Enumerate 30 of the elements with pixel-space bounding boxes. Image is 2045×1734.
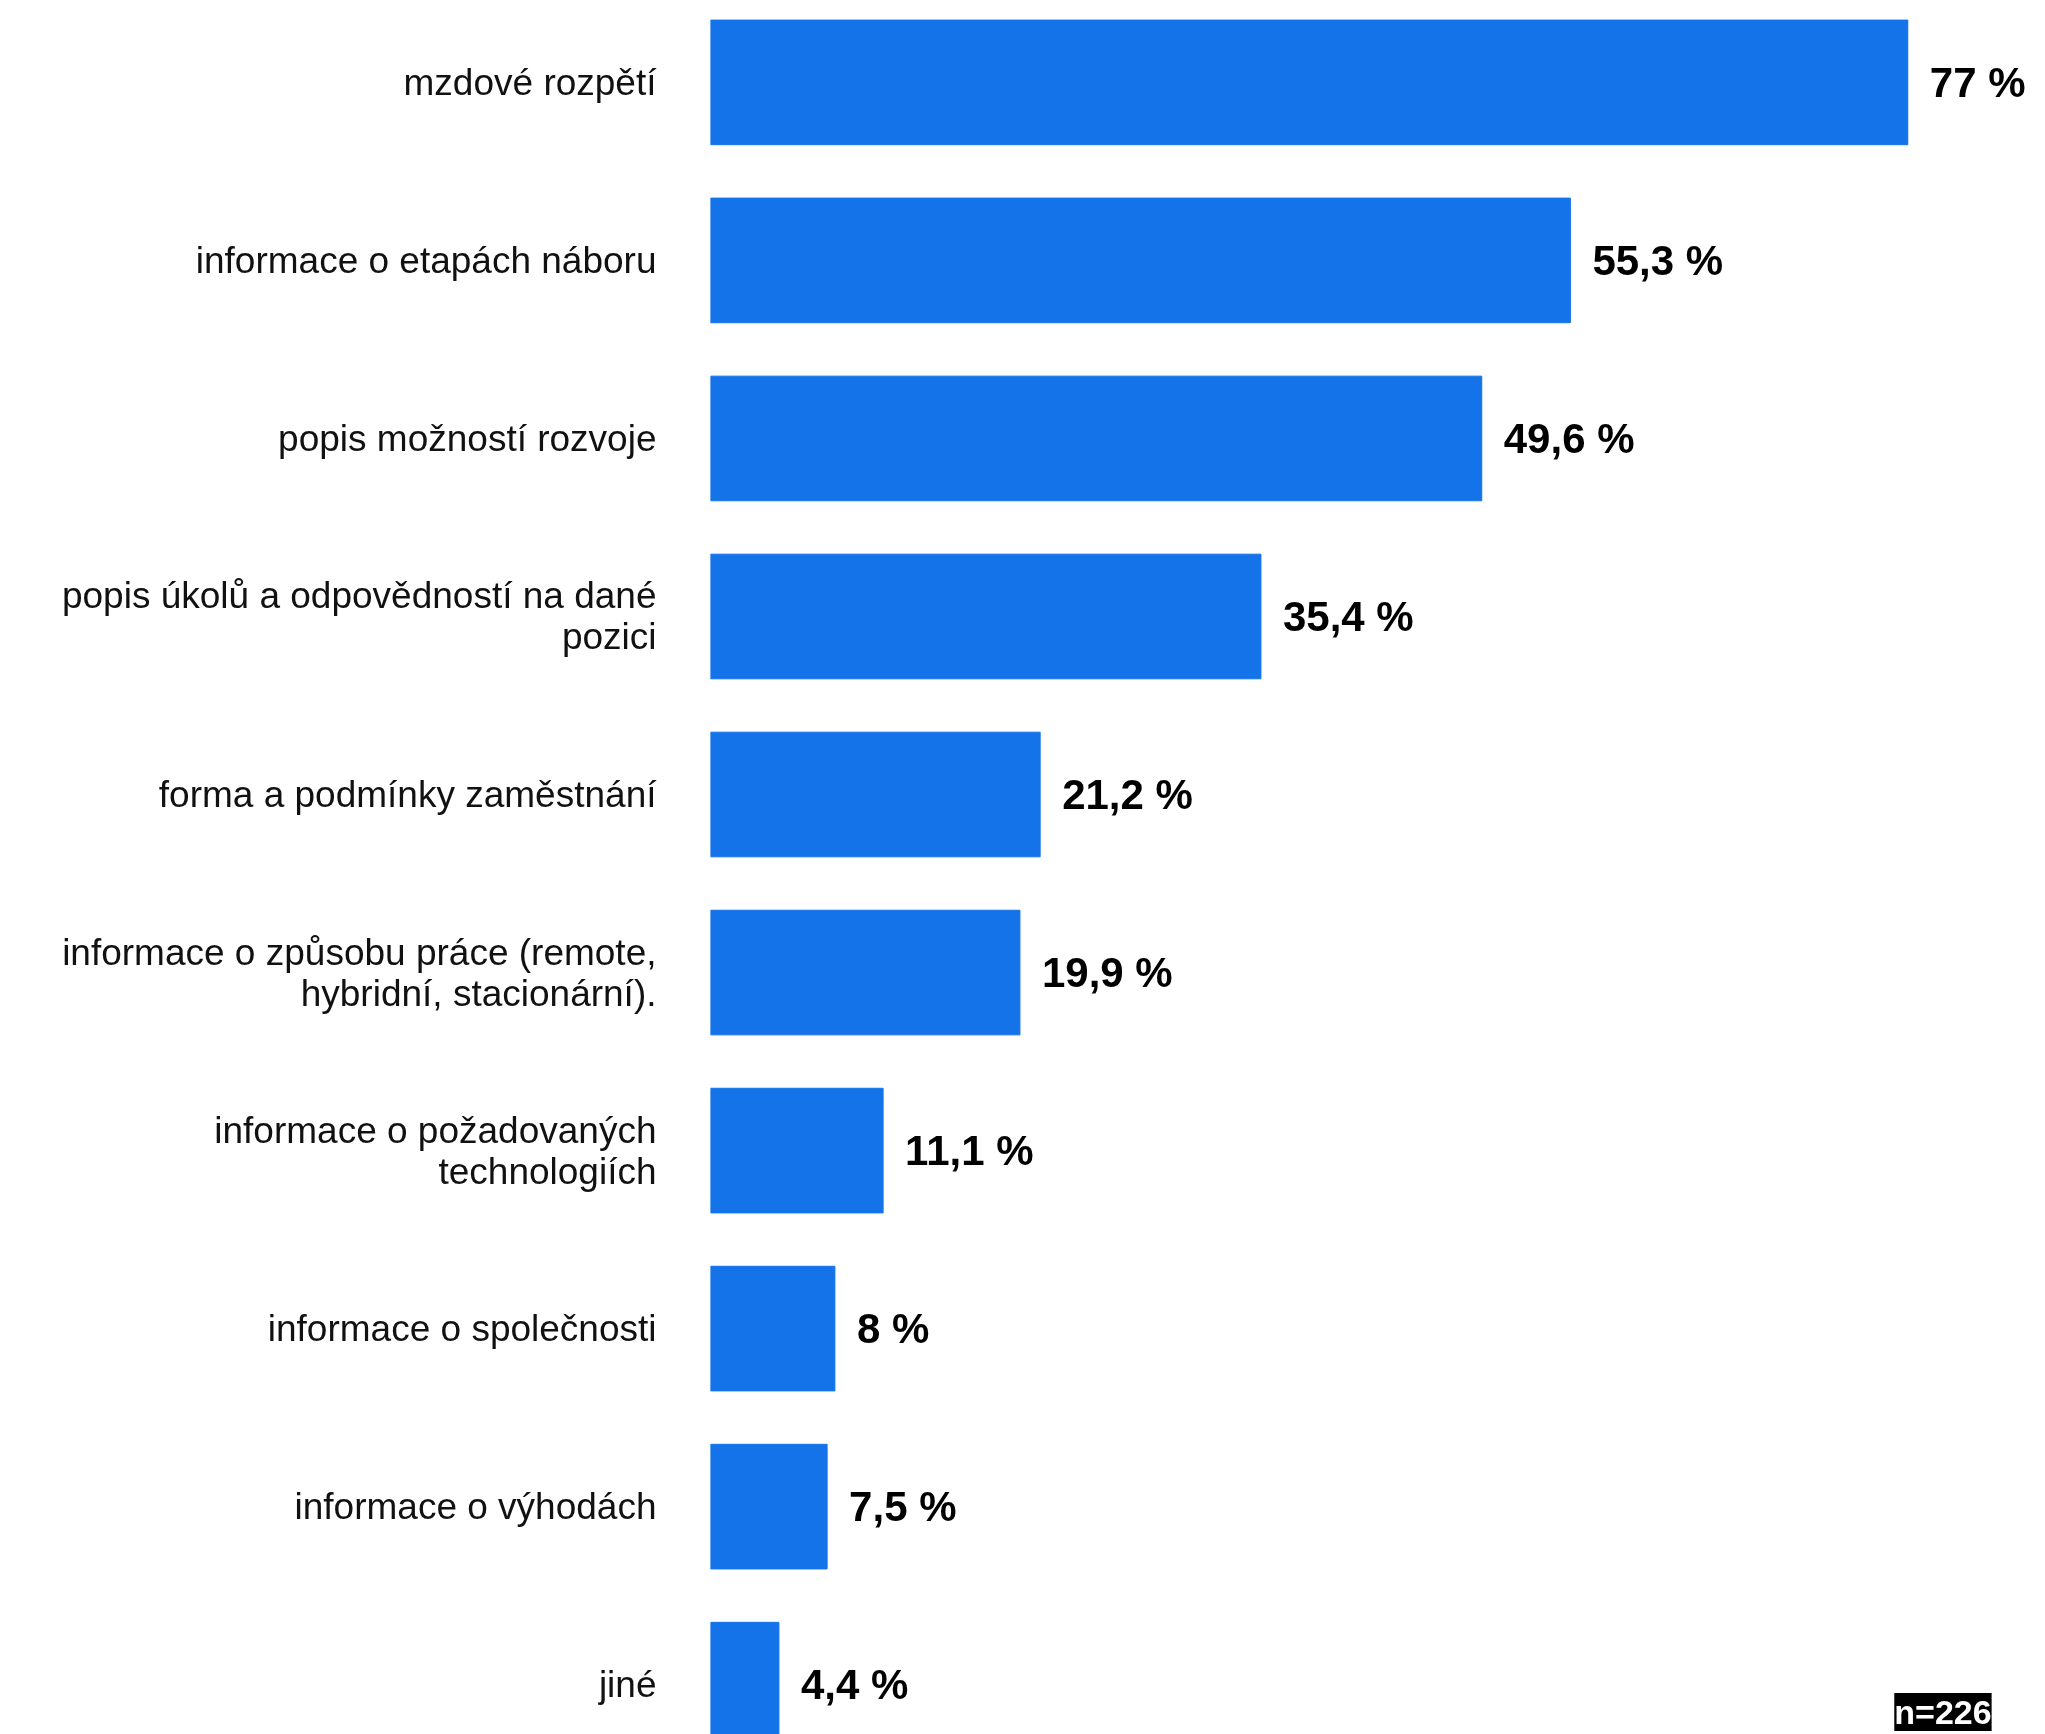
data-label: 19,9 %: [1041, 949, 1173, 997]
y-tick-label: informace o společnosti: [267, 1308, 657, 1350]
bar: [710, 197, 1571, 324]
annotation: n=226: [1894, 1692, 1992, 1731]
y-tick-label: informace o výhodách: [294, 1486, 657, 1528]
y-tick-label: informace o způsobu práce (remote, hybridní, stacionární).: [62, 931, 657, 1014]
data-label: 21,2 %: [1062, 771, 1193, 819]
y-tick-label: informace o etapách náboru: [195, 239, 657, 281]
y-tick-label: forma a podmínky zaměstnání: [158, 774, 658, 816]
bar: [710, 375, 1483, 502]
bar: [710, 731, 1041, 858]
data-label: 11,1 %: [905, 1127, 1034, 1175]
y-tick-label: jiné: [597, 1664, 657, 1706]
data-label: 7,5 %: [849, 1483, 957, 1531]
data-label: 49,6 %: [1503, 414, 1635, 462]
bar: [710, 553, 1262, 680]
data-label: 4,4 %: [800, 1661, 909, 1709]
data-label: 77 %: [1929, 58, 2026, 106]
bar: [710, 909, 1021, 1036]
bar: [710, 1443, 828, 1570]
bar: [710, 1265, 836, 1392]
data-label: 35,4 %: [1282, 592, 1414, 640]
y-tick-label: popis úkolů a odpovědností na dané pozici: [61, 575, 657, 658]
data-label: 8 %: [856, 1305, 930, 1353]
bar: [710, 1087, 884, 1214]
data-label: 55,3 %: [1592, 236, 1724, 284]
y-tick-label: informace o požadovaných technologiích: [214, 1109, 657, 1192]
y-tick-label: mzdové rozpětí: [403, 61, 658, 103]
bar: [710, 19, 1909, 146]
y-tick-label: popis možností rozvoje: [278, 417, 657, 459]
